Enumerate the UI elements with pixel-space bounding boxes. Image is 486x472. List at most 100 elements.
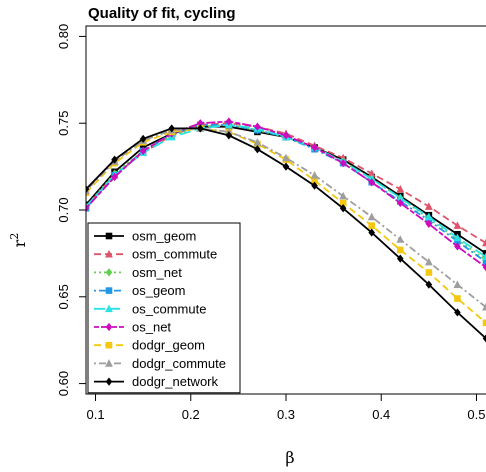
x-tick-label: 0.1 bbox=[86, 407, 104, 422]
legend-item-os_commute: os_commute bbox=[94, 301, 206, 316]
legend-label: osm_net bbox=[132, 265, 182, 280]
data-point bbox=[339, 159, 347, 168]
legend-item-osm_net: osm_net bbox=[94, 265, 182, 280]
data-point bbox=[282, 162, 290, 171]
data-point bbox=[311, 143, 318, 152]
data-point bbox=[482, 302, 486, 311]
data-point bbox=[139, 134, 147, 143]
data-point bbox=[253, 138, 262, 146]
series-dodgr_network bbox=[86, 124, 486, 343]
series-line-dodgr_geom bbox=[86, 127, 486, 324]
data-point bbox=[396, 246, 404, 254]
legend-label: osm_geom bbox=[132, 229, 196, 244]
y-axis-label-base: r bbox=[10, 239, 29, 247]
data-point bbox=[482, 319, 486, 327]
y-axis: 0.60 0.65 0.70 0.75 0.80 bbox=[56, 24, 87, 396]
legend-label: os_geom bbox=[132, 283, 185, 298]
data-point bbox=[367, 169, 376, 177]
data-point bbox=[454, 295, 461, 302]
legend-marker bbox=[105, 359, 113, 367]
data-point bbox=[368, 178, 376, 187]
data-point bbox=[86, 204, 90, 213]
legend-item-os_net: os_net bbox=[94, 320, 171, 335]
data-point bbox=[339, 191, 348, 200]
data-point bbox=[453, 233, 462, 242]
data-point bbox=[454, 237, 461, 245]
legend-item-os_geom: os_geom bbox=[94, 283, 185, 298]
data-point bbox=[396, 235, 405, 243]
data-point bbox=[482, 238, 486, 247]
data-point bbox=[482, 252, 486, 261]
data-point bbox=[111, 155, 118, 164]
legend-marker bbox=[105, 304, 113, 313]
legend-marker bbox=[105, 249, 113, 258]
y-tick-label: 0.80 bbox=[56, 24, 71, 49]
data-point bbox=[425, 280, 433, 289]
data-point bbox=[424, 257, 433, 266]
y-axis-label: r2 bbox=[8, 233, 29, 248]
series-os_net bbox=[86, 117, 486, 272]
data-point bbox=[282, 153, 290, 162]
data-point bbox=[482, 263, 486, 272]
data-point bbox=[196, 124, 204, 133]
data-point bbox=[139, 146, 147, 156]
data-point bbox=[339, 204, 347, 213]
legend-item-dodgr_commute: dodgr_commute bbox=[94, 356, 226, 371]
data-point bbox=[111, 172, 118, 182]
data-point bbox=[396, 254, 404, 263]
data-point bbox=[482, 334, 486, 343]
x-tick-label: 0.4 bbox=[372, 407, 390, 422]
data-point bbox=[454, 242, 461, 251]
x-tick-label: 0.5 bbox=[467, 407, 485, 422]
legend-marker bbox=[105, 268, 113, 277]
legend-item-dodgr_geom: dodgr_geom bbox=[94, 338, 205, 353]
data-point bbox=[86, 185, 90, 194]
x-tick-label: 0.2 bbox=[182, 407, 200, 422]
y-tick-label: 0.70 bbox=[56, 197, 71, 222]
data-point bbox=[368, 222, 376, 229]
legend-item-dodgr_network: dodgr_network bbox=[94, 374, 218, 389]
data-point bbox=[310, 170, 319, 179]
series-line-os_net bbox=[86, 120, 486, 269]
data-point bbox=[453, 221, 462, 229]
data-point bbox=[396, 198, 404, 208]
legend: osm_geom osm_commute osm_net os_geom os_comm… bbox=[87, 222, 241, 394]
legend-item-osm_geom: osm_geom bbox=[94, 229, 196, 244]
legend-label: os_net bbox=[132, 320, 171, 335]
data-point bbox=[311, 177, 318, 184]
legend-label: dodgr_geom bbox=[132, 338, 205, 353]
legend-marker bbox=[105, 232, 113, 240]
data-point bbox=[339, 199, 347, 207]
legend-item-osm_commute: osm_commute bbox=[94, 247, 217, 262]
y-axis-label-superscript: 2 bbox=[8, 233, 21, 240]
data-point bbox=[282, 131, 290, 140]
data-point bbox=[425, 219, 433, 228]
data-point bbox=[225, 131, 233, 140]
data-point bbox=[424, 212, 433, 221]
data-point bbox=[368, 228, 376, 237]
legend-marker bbox=[105, 322, 113, 332]
data-point bbox=[396, 184, 405, 193]
data-point bbox=[367, 212, 376, 221]
data-point bbox=[425, 269, 433, 276]
data-point bbox=[482, 258, 486, 266]
series-line-dodgr_commute bbox=[86, 127, 486, 308]
y-tick-label: 0.65 bbox=[56, 284, 71, 309]
y-tick-label: 0.60 bbox=[56, 371, 71, 396]
legend-marker bbox=[105, 287, 113, 294]
chart-title: Quality of fit, cycling bbox=[88, 5, 236, 22]
data-point bbox=[168, 124, 176, 133]
data-point bbox=[254, 122, 261, 131]
x-axis-label: β bbox=[285, 448, 294, 467]
y-tick-label: 0.75 bbox=[56, 111, 71, 136]
series-group bbox=[86, 117, 486, 343]
data-point bbox=[454, 308, 461, 317]
x-tick-label: 0.3 bbox=[277, 407, 295, 422]
data-point bbox=[311, 181, 318, 190]
legend-label: os_commute bbox=[132, 301, 206, 316]
data-point bbox=[225, 117, 233, 126]
legend-label: osm_commute bbox=[132, 247, 217, 262]
legend-label: dodgr_network bbox=[132, 374, 218, 389]
data-point bbox=[396, 193, 405, 202]
